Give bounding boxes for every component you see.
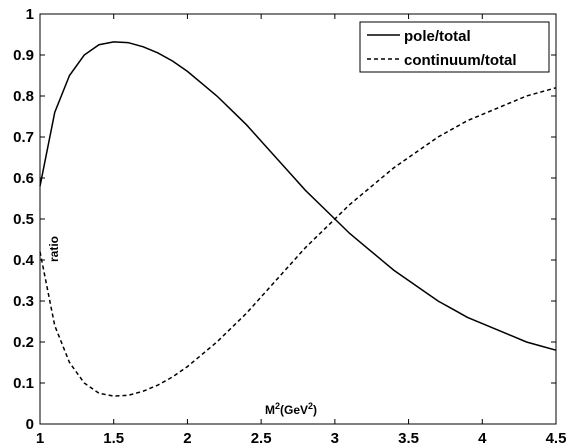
legend-label-pole-total: pole/total	[404, 28, 471, 45]
y-tick-label: 0.6	[13, 170, 34, 187]
legend-label-continuum-total: continuum/total	[404, 52, 517, 69]
x-tick-label: 4.5	[546, 430, 567, 447]
x-tick-label: 3.5	[398, 430, 419, 447]
y-tick-label: 0.3	[13, 293, 34, 310]
y-tick-label: 0.1	[13, 375, 34, 392]
series-line-continuum-total	[39, 87, 557, 397]
y-tick-label: 0.8	[13, 88, 34, 105]
legend-box	[359, 21, 550, 73]
y-tick-label: 0.4	[13, 252, 35, 269]
series-line-pole-total	[39, 41, 557, 351]
x-tick-label: 4	[478, 430, 487, 447]
axis-ticks	[39, 13, 557, 425]
legend: pole/total continuum/total	[359, 21, 550, 73]
y-tick-label: 0.5	[13, 211, 34, 228]
axis-tick-labels: 1 1.5 2 2.5 3 3.5 4 4.5 0 0.1 0.2 0.3 0.4 0.5 0.6 0.7 0.…	[13, 6, 566, 447]
y-tick-label: 1	[26, 6, 34, 23]
x-tick-label: 2	[183, 430, 191, 447]
x-tick-label: 1	[36, 430, 44, 447]
y-tick-label: 0.2	[13, 334, 34, 351]
series-layer	[39, 41, 557, 397]
x-tick-label: 3	[331, 430, 339, 447]
plot-frame	[39, 13, 557, 425]
y-tick-label: 0.9	[13, 47, 34, 64]
y-axis-label: ratio	[47, 236, 61, 262]
x-tick-label: 1.5	[103, 430, 124, 447]
x-tick-label: 2.5	[251, 430, 272, 447]
y-tick-label: 0	[26, 416, 34, 433]
y-tick-label: 0.7	[13, 129, 34, 146]
x-axis-label: M2(GeV2)	[265, 401, 317, 417]
